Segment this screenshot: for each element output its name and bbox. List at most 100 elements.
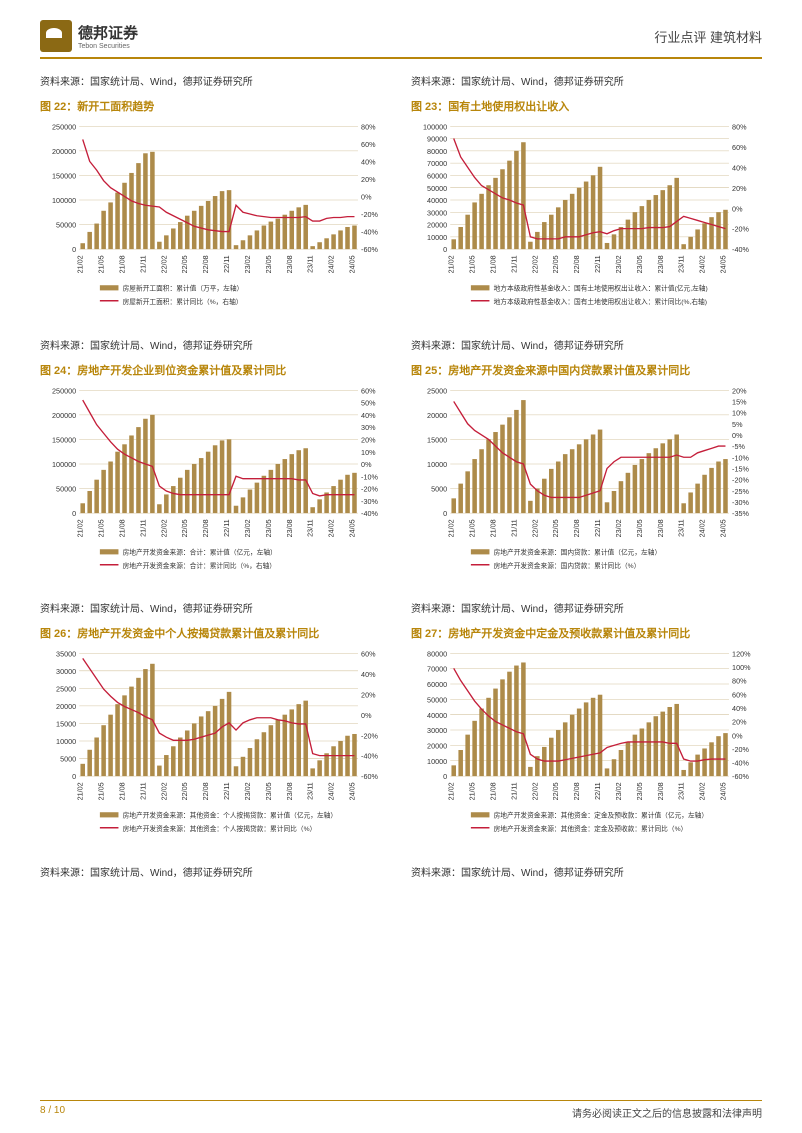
- svg-text:-40%: -40%: [361, 509, 378, 518]
- svg-text:60%: 60%: [361, 140, 376, 149]
- chart-svg: 050000100000150000200000250000-40%-30%-2…: [40, 382, 391, 592]
- svg-text:24/02: 24/02: [327, 255, 336, 273]
- svg-text:150000: 150000: [52, 171, 76, 180]
- chart-panel-c23: 图 23：国有土地使用权出让收入010000200003000040000500…: [411, 96, 762, 356]
- svg-text:0: 0: [443, 245, 447, 254]
- svg-text:23/08: 23/08: [285, 255, 294, 273]
- svg-text:21/02: 21/02: [76, 782, 85, 800]
- logo-block: 德邦证券 Tebon Securities: [40, 20, 138, 52]
- svg-text:房地产开发资金来源：其他资金：定金及预收款：累计同比（%）: 房地产开发资金来源：其他资金：定金及预收款：累计同比（%）: [494, 824, 688, 833]
- svg-text:-30%: -30%: [361, 496, 378, 505]
- svg-text:0%: 0%: [361, 711, 372, 720]
- svg-text:50000: 50000: [427, 696, 447, 705]
- svg-text:15000: 15000: [427, 435, 447, 444]
- svg-text:40%: 40%: [732, 163, 747, 172]
- chart-title: 图 26：房地产开发资金中个人按揭贷款累计值及累计同比: [40, 625, 391, 641]
- svg-text:10%: 10%: [732, 408, 747, 417]
- svg-text:21/02: 21/02: [447, 782, 456, 800]
- document-category: 行业点评 建筑材料: [654, 27, 762, 46]
- svg-text:70000: 70000: [427, 159, 447, 168]
- page-footer: 8 / 10 请务必阅读正文之后的信息披露和法律声明: [40, 1100, 762, 1120]
- svg-text:22/05: 22/05: [180, 782, 189, 800]
- svg-text:22/08: 22/08: [201, 782, 210, 800]
- svg-text:23/08: 23/08: [656, 782, 665, 800]
- chart-panel-c27: 图 27：房地产开发资金中定金及预收款累计值及累计同比0100002000030…: [411, 623, 762, 883]
- svg-text:20%: 20%: [361, 175, 376, 184]
- svg-text:20%: 20%: [732, 386, 747, 395]
- svg-text:-20%: -20%: [732, 225, 749, 234]
- svg-text:200000: 200000: [52, 147, 76, 156]
- svg-text:20%: 20%: [732, 184, 747, 193]
- company-name: 德邦证券: [78, 22, 138, 43]
- svg-text:21/05: 21/05: [468, 519, 477, 537]
- svg-text:24/02: 24/02: [698, 255, 707, 273]
- svg-text:23/02: 23/02: [243, 255, 252, 273]
- svg-text:房地产开发资金来源：国内贷款：累计同比（%）: 房地产开发资金来源：国内贷款：累计同比（%）: [494, 560, 641, 569]
- svg-text:-15%: -15%: [732, 464, 749, 473]
- svg-text:120%: 120%: [732, 649, 751, 658]
- company-name-en: Tebon Securities: [78, 43, 138, 50]
- svg-text:90000: 90000: [427, 135, 447, 144]
- source-text: 资料来源：国家统计局、Wind，德邦证券研究所: [411, 73, 762, 88]
- svg-text:房地产开发资金来源：合计：累计同比（%，右轴）: 房地产开发资金来源：合计：累计同比（%，右轴）: [123, 560, 276, 569]
- svg-text:23/05: 23/05: [635, 255, 644, 273]
- chart-svg: 0100002000030000400005000060000700008000…: [411, 118, 762, 328]
- svg-text:24/05: 24/05: [718, 255, 727, 273]
- svg-text:20000: 20000: [427, 742, 447, 751]
- svg-text:60%: 60%: [361, 386, 376, 395]
- svg-text:5%: 5%: [732, 419, 743, 428]
- svg-text:5000: 5000: [60, 755, 76, 764]
- svg-text:23/11: 23/11: [677, 255, 686, 273]
- svg-text:22/02: 22/02: [530, 519, 539, 537]
- svg-text:-40%: -40%: [732, 245, 749, 254]
- svg-text:250000: 250000: [52, 122, 76, 131]
- svg-text:23/05: 23/05: [264, 519, 273, 537]
- svg-text:22/11: 22/11: [222, 782, 231, 800]
- svg-text:21/02: 21/02: [447, 255, 456, 273]
- svg-text:21/08: 21/08: [118, 782, 127, 800]
- svg-text:22/05: 22/05: [551, 782, 560, 800]
- svg-text:22/05: 22/05: [551, 255, 560, 273]
- source-text: 资料来源：国家统计局、Wind，德邦证券研究所: [40, 600, 391, 615]
- svg-text:-5%: -5%: [732, 442, 745, 451]
- svg-text:70000: 70000: [427, 665, 447, 674]
- source-text: 资料来源：国家统计局、Wind，德邦证券研究所: [411, 864, 762, 879]
- svg-text:23/08: 23/08: [656, 519, 665, 537]
- source-text: 资料来源：国家统计局、Wind，德邦证券研究所: [40, 73, 391, 88]
- svg-text:40%: 40%: [361, 157, 376, 166]
- svg-text:23/02: 23/02: [243, 519, 252, 537]
- svg-text:23/02: 23/02: [614, 782, 623, 800]
- svg-text:0: 0: [72, 245, 76, 254]
- svg-text:24/02: 24/02: [698, 519, 707, 537]
- svg-text:150000: 150000: [52, 435, 76, 444]
- svg-text:21/02: 21/02: [447, 519, 456, 537]
- svg-text:24/02: 24/02: [327, 519, 336, 537]
- svg-text:20000: 20000: [427, 410, 447, 419]
- svg-text:80%: 80%: [361, 122, 376, 131]
- svg-text:-60%: -60%: [732, 772, 749, 781]
- svg-text:22/11: 22/11: [222, 255, 231, 273]
- svg-text:房屋新开工面积：累计同比（%，右轴）: 房屋新开工面积：累计同比（%，右轴）: [123, 297, 243, 306]
- svg-text:-40%: -40%: [361, 228, 378, 237]
- svg-text:0: 0: [72, 772, 76, 781]
- svg-text:21/08: 21/08: [489, 255, 498, 273]
- svg-text:21/11: 21/11: [138, 255, 147, 273]
- chart-title: 图 27：房地产开发资金中定金及预收款累计值及累计同比: [411, 625, 762, 641]
- svg-text:23/11: 23/11: [677, 519, 686, 537]
- source-text: 资料来源：国家统计局、Wind，德邦证券研究所: [40, 337, 391, 352]
- svg-text:24/02: 24/02: [327, 782, 336, 800]
- svg-text:-60%: -60%: [361, 772, 378, 781]
- svg-text:22/05: 22/05: [551, 519, 560, 537]
- svg-text:23/08: 23/08: [285, 782, 294, 800]
- svg-text:24/02: 24/02: [698, 782, 707, 800]
- svg-text:15%: 15%: [732, 397, 747, 406]
- svg-text:35000: 35000: [56, 649, 76, 658]
- svg-text:50000: 50000: [56, 484, 76, 493]
- svg-text:60000: 60000: [427, 171, 447, 180]
- svg-text:0%: 0%: [732, 204, 743, 213]
- svg-text:21/08: 21/08: [489, 782, 498, 800]
- chart-svg: 0500010000150002000025000-35%-30%-25%-20…: [411, 382, 762, 592]
- svg-text:15000: 15000: [56, 720, 76, 729]
- svg-text:房屋新开工面积：累计值（万平，左轴）: 房屋新开工面积：累计值（万平，左轴）: [123, 283, 244, 292]
- chart-svg: 050000100000150000200000250000-60%-40%-2…: [40, 118, 391, 328]
